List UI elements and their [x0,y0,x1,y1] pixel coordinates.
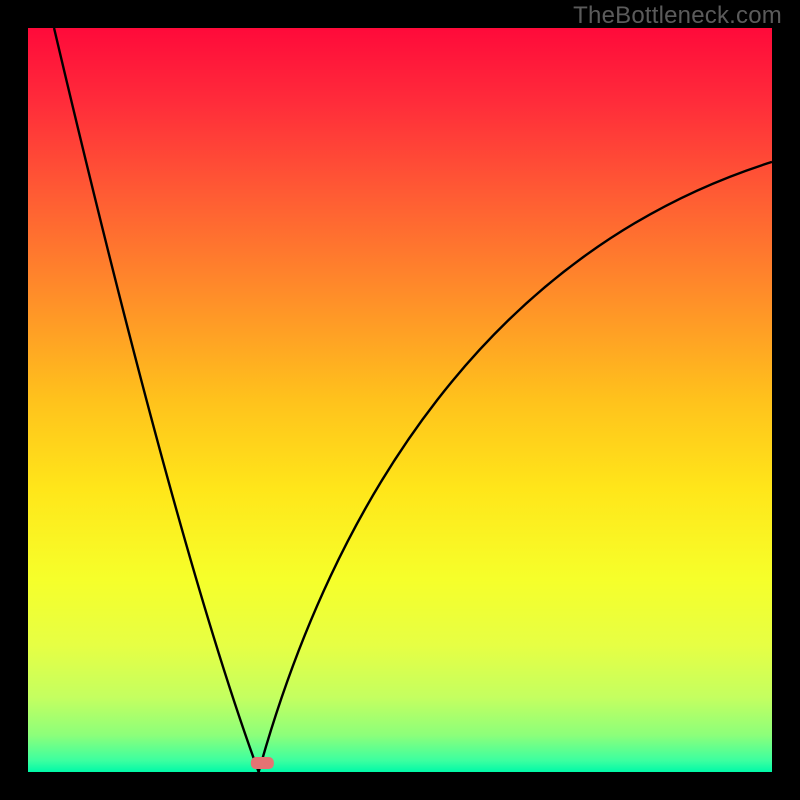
watermark-text: TheBottleneck.com [573,2,782,30]
bottleneck-curve [28,28,772,772]
optimum-marker [251,757,273,769]
plot-area [28,28,772,772]
curve-path [54,28,772,772]
